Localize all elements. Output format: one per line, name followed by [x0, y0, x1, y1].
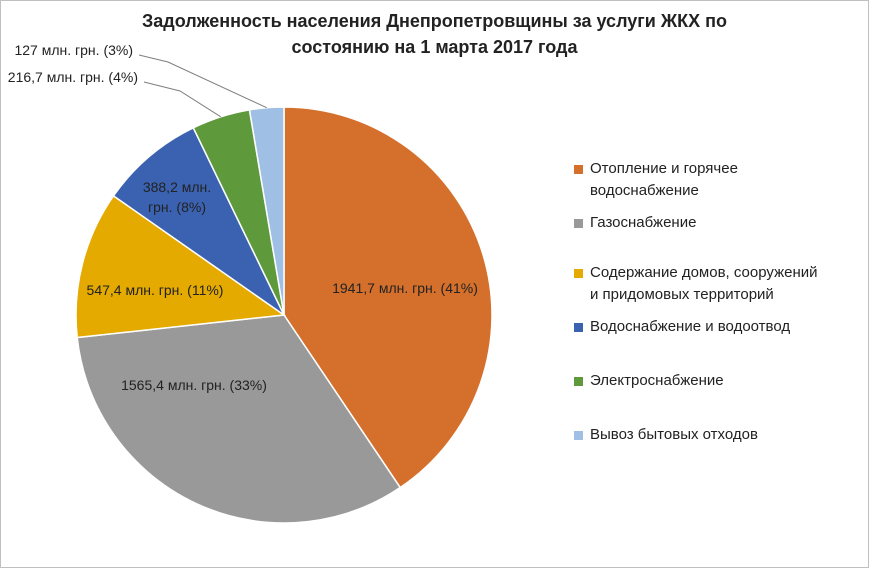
chart-title: Задолженность населения Днепропетровщины…	[0, 8, 869, 60]
legend-label-5: Электроснабжение	[590, 372, 724, 389]
legend-swatch-1	[574, 165, 583, 174]
data-label-3: 547,4 млн. грн. (11%)	[87, 282, 224, 298]
chart-title-line-2: состоянию на 1 марта 2017 года	[291, 37, 578, 57]
legend-label-4: Водоснабжение и водоотвод	[590, 318, 791, 335]
pie-slice-3	[75, 194, 287, 339]
data-label-4: 388,2 млн. грн. (8%)	[143, 179, 211, 215]
legend-label-6: Вывоз бытовых отходов	[590, 426, 758, 443]
data-label-6: 127 млн. грн. (3%)	[14, 42, 133, 58]
leader-line-6	[138, 54, 267, 109]
legend-label-1: Отопление и горячее водоснабжение	[590, 160, 738, 199]
leader-line-5	[143, 81, 222, 118]
data-label-2: 1565,4 млн. грн. (33%)	[121, 377, 267, 393]
pie-labels: 1941,7 млн. грн. (41%) 1565,4 млн. грн. (…	[8, 42, 478, 393]
legend-swatch-6	[574, 431, 583, 440]
legend-swatch-5	[574, 377, 583, 386]
legend-swatch-4	[574, 323, 583, 332]
data-label-5: 216,7 млн. грн. (4%)	[8, 69, 138, 85]
legend-swatch-3	[574, 269, 583, 278]
chart-title-line-1: Задолженность населения Днепропетровщины…	[142, 11, 727, 31]
legend-label-2: Газоснабжение	[590, 214, 697, 231]
pie-slice-1	[283, 106, 493, 489]
pie-slices	[75, 106, 493, 524]
pie-slice-2	[76, 314, 402, 524]
legend-label-3: Содержание домов, сооружений и придомовых…	[590, 264, 818, 303]
legend-swatch-2	[574, 219, 583, 228]
data-label-1: 1941,7 млн. грн. (41%)	[332, 280, 478, 296]
pie-slice-4	[112, 126, 286, 318]
